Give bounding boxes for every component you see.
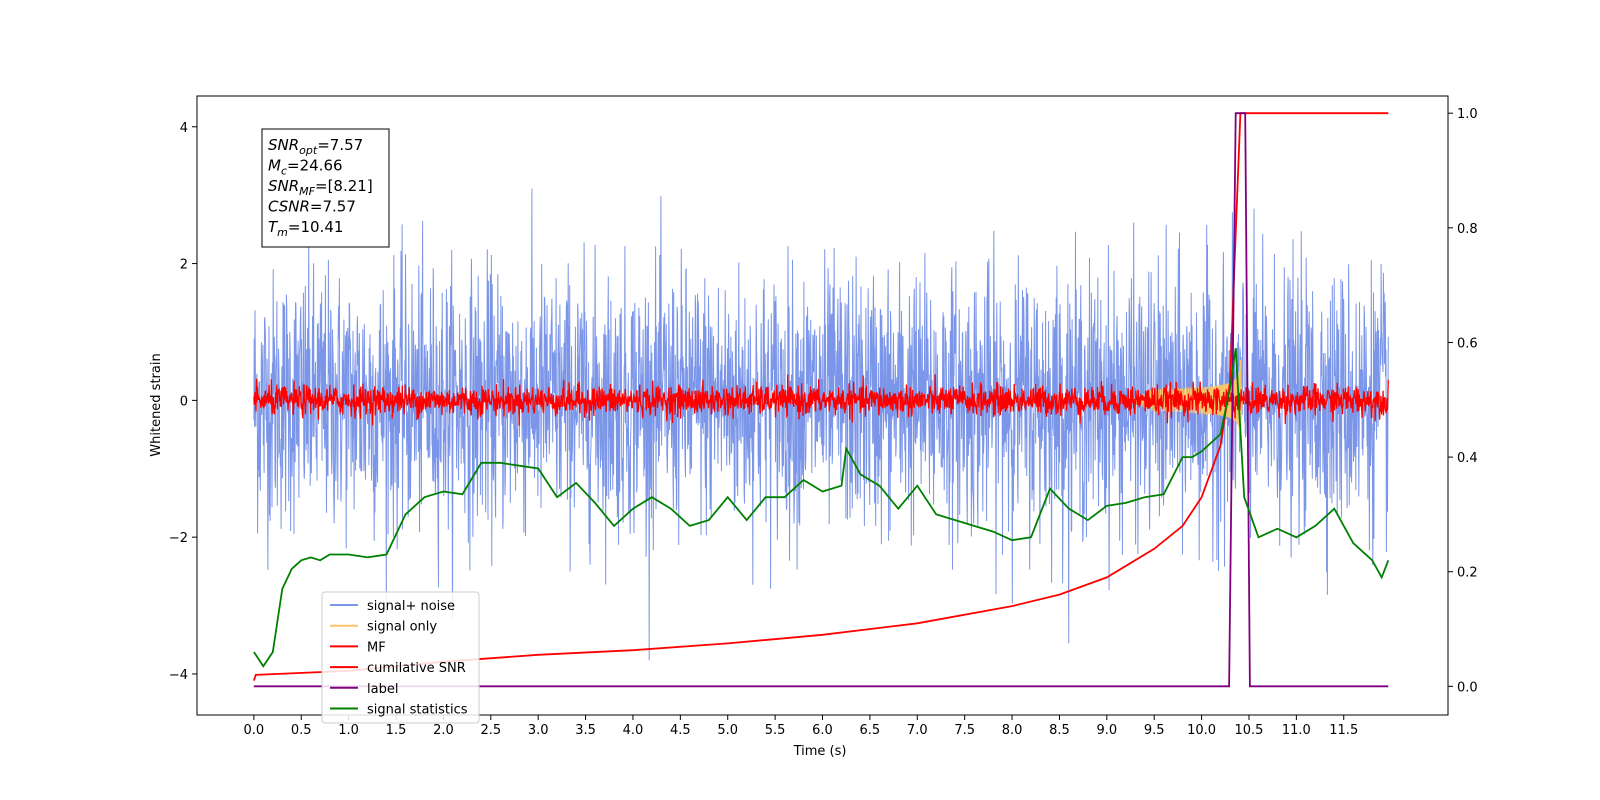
legend-label: signal statistics [367,703,468,718]
x-tick-label: 6.0 [812,723,833,738]
x-tick-label: 11.0 [1282,723,1311,738]
legend-label: signal only [367,620,437,635]
y-right-tick-label: 1.0 [1457,107,1478,122]
x-tick-label: 5.5 [765,723,786,738]
x-tick-label: 3.5 [575,723,596,738]
y-left-tick-label: −4 [169,668,188,683]
legend-label: signal+ noise [367,599,455,614]
series-line-0 [253,188,1389,661]
x-tick-label: 1.0 [338,723,359,738]
y-right-tick-label: 0.6 [1457,336,1478,351]
annotation-line: Mc=24.66 [268,157,343,178]
series-line-4 [253,112,1389,688]
x-tick-label: 4.5 [670,723,691,738]
series-line-5 [253,348,1390,668]
x-tick-label: 2.0 [433,723,454,738]
x-tick-label: 0.5 [291,723,312,738]
legend: signal+ noise signal only MF cumilative SNR… [321,591,480,724]
y-left-tick-label: 4 [180,121,188,136]
x-tick-label: 9.5 [1144,723,1165,738]
y-left-tick-label: 2 [180,258,188,273]
y-left-tick-label: 0 [180,394,188,409]
x-tick-label: 1.5 [386,723,407,738]
annotation-line: SNRMF=[8.21] [268,177,373,198]
legend-label: MF [367,640,386,655]
annotation-line: Tm=10.41 [268,218,343,239]
annotation-line: CSNR=7.57 [268,198,356,216]
x-axis-label: Time (s) [793,744,847,759]
legend-label: cumilative SNR [367,661,466,676]
x-tick-label: 10.0 [1187,723,1216,738]
x-tick-label: 7.5 [954,723,975,738]
x-tick-label: 5.0 [717,723,738,738]
y-right-tick-label: 0.2 [1457,566,1478,581]
y-right-tick-label: 0.0 [1457,680,1478,695]
x-tick-label: 2.5 [480,723,501,738]
stats-annotation: SNRopt=7.57Mc=24.66SNRMF=[8.21]CSNR=7.57… [261,128,390,248]
x-axis: 0.0 0.5 1.0 1.5 2.0 2.5 3.0 3.5 4.0 4.5 5.0 5.5 6.0 6… [244,715,1358,738]
y-right-tick-label: 0.8 [1457,222,1478,237]
x-tick-label: 3.0 [528,723,549,738]
y-left-tick-label: −2 [169,531,188,546]
x-tick-label: 6.5 [860,723,881,738]
y-axis-right: 1.0 0.8 0.6 0.4 0.2 0.0 [1448,107,1478,695]
annotation-line: SNRopt=7.57 [268,136,363,157]
series-line-2 [253,374,1389,426]
y-right-tick-label: 0.4 [1457,451,1478,466]
x-tick-label: 9.0 [1096,723,1117,738]
legend-box [321,591,480,724]
x-tick-label: 7.0 [907,723,928,738]
y-axis-label-left: Whitened strain [149,353,164,456]
y-axis-left: 4 2 0 −2 −4 [169,121,197,683]
x-tick-label: 4.0 [623,723,644,738]
x-tick-label: 11.5 [1329,723,1358,738]
x-tick-label: 10.5 [1235,723,1264,738]
annotation-box [261,128,390,248]
x-tick-label: 0.0 [244,723,265,738]
x-tick-label: 8.5 [1049,723,1070,738]
x-tick-label: 8.0 [1002,723,1023,738]
legend-label: label [367,682,398,697]
